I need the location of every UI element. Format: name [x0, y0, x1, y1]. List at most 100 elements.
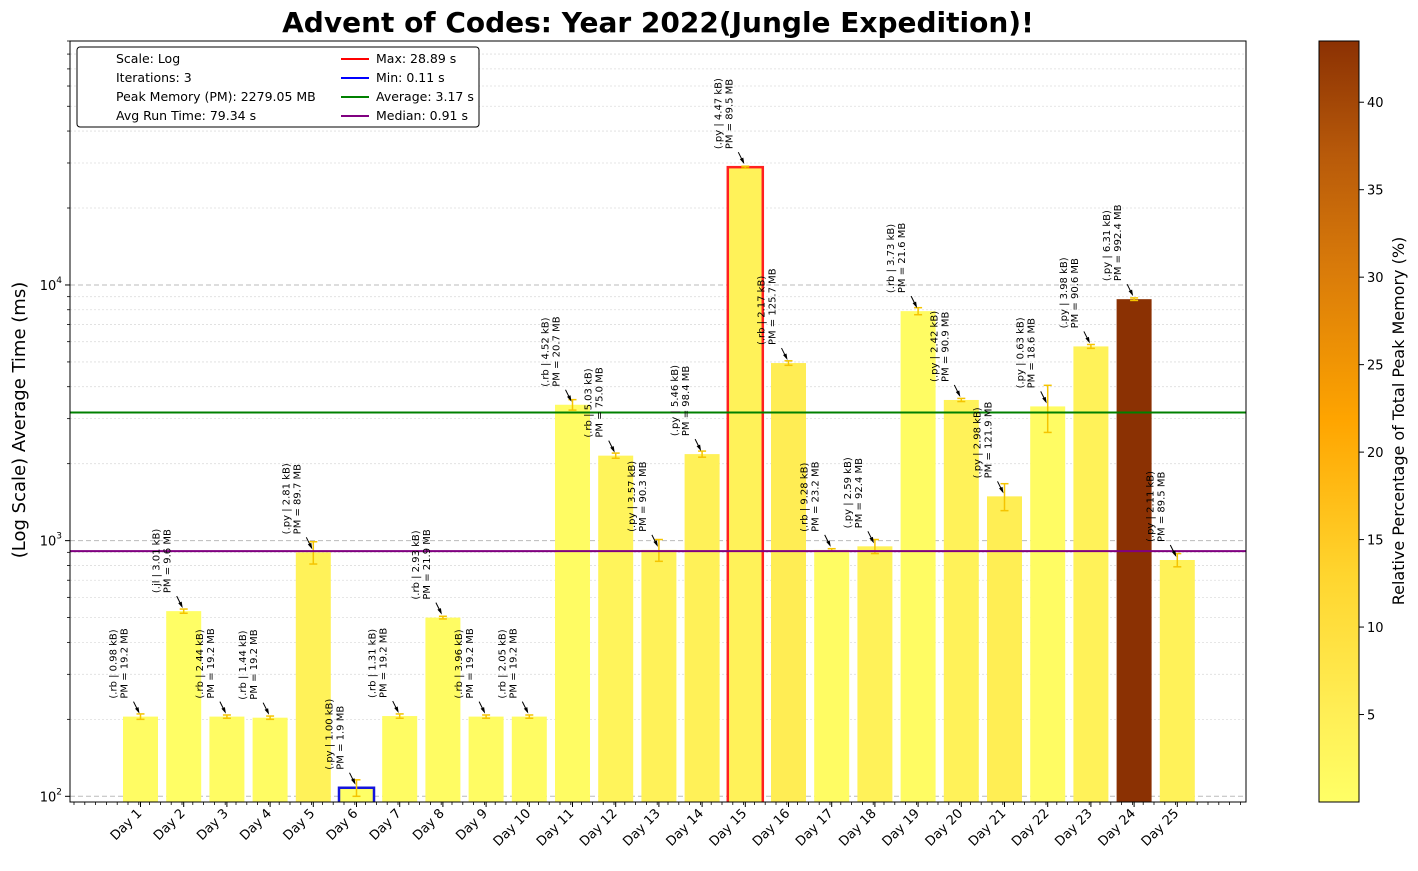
annotation-arrowhead [178, 601, 183, 609]
bar-annotation: (.rb | 2.17 kB)PM = 125.7 MB [757, 268, 779, 345]
y-tick-base: 10 [40, 535, 57, 550]
annotation-line-1: (.py | 2.98 kB) [973, 407, 984, 478]
bar [123, 716, 158, 802]
annotation-arrowhead [307, 542, 313, 550]
bar-annotation: (.py | 3.98 kB)PM = 90.6 MB [1059, 257, 1081, 328]
x-tick-label: Day 17 [793, 806, 836, 849]
annotation-arrowhead [1171, 550, 1177, 557]
reference-lines [70, 411, 1246, 553]
annotation-line-1: (.py | 2.42 kB) [929, 311, 940, 382]
colorbar-tick-label: 40 [1367, 96, 1384, 111]
y-axis-label: (Log Scale) Average Time (ms) [9, 282, 30, 558]
annotation-line-1: (.rb | 2.93 kB) [411, 530, 422, 599]
annotation-arrowhead [696, 444, 702, 452]
annotation-line-2: PM = 19.2 MB [508, 628, 519, 698]
annotation-line-2: PM = 90.9 MB [940, 311, 951, 381]
legend-entry: Average: 3.17 s [376, 89, 474, 104]
bar [425, 617, 461, 802]
x-tick-label: Day 18 [836, 806, 879, 849]
bar [598, 455, 634, 802]
annotation-line-1: (.py | 5.46 kB) [670, 365, 681, 436]
y-tick-label: 102 [40, 787, 62, 805]
annotation-line-2: PM = 89.7 MB [292, 464, 303, 534]
bar [943, 399, 979, 802]
annotation-line-2: PM = 19.2 MB [465, 628, 476, 698]
colorbar-gradient [1318, 40, 1360, 803]
x-tick-label: Day 10 [491, 806, 534, 849]
bar [295, 552, 331, 802]
bar [900, 311, 936, 802]
annotation-arrowhead [221, 707, 226, 714]
annotation-arrowhead [480, 707, 486, 714]
bar [726, 165, 765, 802]
legend-entry: Max: 28.89 s [376, 51, 456, 66]
bar-annotation: (.py | 2.42 kB)PM = 90.9 MB [929, 311, 951, 382]
annotation-line-2: PM = 89.5 MB [1156, 472, 1167, 542]
bar [814, 549, 850, 802]
bar-annotation: (.py | 1.00 kB)PM = 1.9 MB [325, 699, 347, 770]
annotation-line-2: PM = 19.2 MB [379, 628, 390, 698]
colorbar-tick-label: 25 [1367, 359, 1384, 374]
annotation-line-2: PM = 1.9 MB [336, 706, 347, 770]
annotation-line-2: PM = 90.3 MB [638, 461, 649, 531]
x-tick-label: Day 4 [237, 806, 275, 844]
annotation-line-1: (.rb | 2.05 kB) [497, 629, 508, 698]
annotation-arrowhead [826, 540, 831, 547]
annotation-arrowhead [653, 540, 658, 547]
annotation-arrowhead [783, 353, 788, 361]
annotation-line-1: (.rb | 5.03 kB) [584, 368, 595, 437]
colorbar-tick-label: 30 [1367, 271, 1384, 286]
bar-annotation: (.rb | 2.05 kB)PM = 19.2 MB [497, 628, 519, 698]
annotation-line-1: (.py | 2.11 kB) [1145, 471, 1156, 542]
x-tick-label: Day 13 [620, 806, 663, 849]
annotation-line-1: (.rb | 9.28 kB) [800, 463, 811, 532]
bar-annotation: (.rb | 3.73 kB)PM = 21.6 MB [886, 223, 908, 293]
bar [771, 363, 806, 802]
colorbar-tick-label: 10 [1367, 621, 1384, 636]
annotation-line-1: (.rb | 3.73 kB) [886, 224, 897, 293]
x-tick-label: Day 16 [750, 806, 793, 849]
x-tick-label: Day 2 [151, 806, 189, 844]
annotation-line-2: PM = 21.6 MB [897, 223, 908, 293]
annotation-line-1: (.py | 6.31 kB) [1102, 210, 1113, 281]
x-tick-label: Day 23 [1052, 806, 1095, 849]
annotation-arrowhead [351, 778, 356, 785]
bar [511, 716, 547, 802]
annotation-line-2: PM = 19.2 MB [206, 628, 217, 698]
x-tick-label: Day 1 [108, 806, 146, 844]
annotation-line-2: PM = 121.9 MB [984, 402, 995, 479]
legend: Scale: Log Iterations: 3 Peak Memory (PM):… [76, 46, 480, 128]
x-tick-label: Day 9 [453, 806, 491, 844]
bar [166, 611, 202, 802]
annotation-arrowhead [739, 157, 745, 165]
bar-annotation: (.py | 2.98 kB)PM = 121.9 MB [973, 402, 995, 479]
colorbar-tick-label: 20 [1367, 446, 1384, 461]
annotation-arrowhead [437, 608, 442, 615]
annotation-line-2: PM = 992.4 MB [1113, 204, 1124, 281]
annotation-line-2: PM = 92.4 MB [854, 458, 865, 528]
x-tick-label: Day 12 [577, 806, 620, 849]
annotation-line-1: (.rb | 1.31 kB) [368, 629, 379, 698]
bar [252, 717, 288, 802]
annotation-line-1: (.py | 0.63 kB) [1016, 317, 1027, 388]
colorbar-tick-label: 35 [1367, 184, 1384, 199]
annotation-line-1: (.py | 3.98 kB) [1059, 257, 1070, 328]
x-tick-label: Day 8 [410, 806, 448, 844]
bar-annotation: (.py | 4.47 kB)PM = 89.5 MB [713, 78, 735, 149]
bar-annotation: (.rb | 2.93 kB)PM = 21.9 MB [411, 529, 433, 599]
annotation-line-1: (.py | 2.59 kB) [843, 457, 854, 528]
bar-annotation: (.rb | 9.28 kB)PM = 23.2 MB [800, 461, 822, 531]
x-tick-label: Day 11 [534, 806, 577, 849]
annotation-line-2: PM = 23.2 MB [811, 461, 822, 531]
annotation-line-1: (.rb | 2.17 kB) [757, 276, 768, 345]
bar [857, 546, 893, 802]
annotation-line-2: PM = 20.7 MB [552, 316, 563, 386]
bar-annotation: (.rb | 0.98 kB)PM = 19.2 MB [109, 628, 131, 698]
x-tick-label: Day 24 [1096, 806, 1139, 849]
colorbar-label: Relative Percentage of Total Peak Memory… [1389, 237, 1408, 606]
annotation-line-2: PM = 89.5 MB [724, 79, 735, 149]
x-tick-label: Day 21 [966, 806, 1009, 849]
bar-annotation: (.py | 0.63 kB)PM = 18.6 MB [1016, 317, 1038, 388]
colorbar-tick-label: 5 [1367, 709, 1375, 724]
